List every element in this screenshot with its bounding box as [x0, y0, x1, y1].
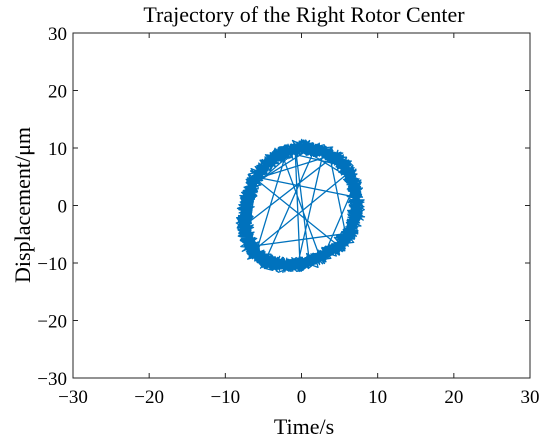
y-tick-label: −10 [37, 254, 67, 275]
x-axis-label: Time/s [274, 414, 334, 439]
x-tick-label: 10 [368, 387, 387, 408]
x-tick-label: −10 [210, 387, 240, 408]
x-tick-label: 0 [297, 387, 307, 408]
x-tick-label: −20 [134, 387, 164, 408]
chart-title: Trajectory of the Right Rotor Center [143, 2, 465, 27]
y-tick-label: 20 [48, 82, 67, 103]
x-axis-ticks: −30 −20 −10 0 10 20 30 [58, 33, 540, 408]
x-tick-label: 30 [521, 387, 540, 408]
x-tick-label: 20 [444, 387, 463, 408]
x-tick-label: −30 [58, 387, 88, 408]
y-tick-label: 10 [48, 139, 67, 160]
y-tick-label: −20 [37, 312, 67, 333]
data-layer [235, 138, 366, 274]
y-tick-label: 0 [58, 197, 68, 218]
trajectory-line [235, 138, 366, 274]
y-tick-label: −30 [37, 369, 67, 390]
y-axis-label: Displacement/μm [10, 127, 35, 283]
y-axis-ticks: −30 −20 −10 0 10 20 30 [37, 24, 530, 390]
y-tick-label: 30 [48, 24, 67, 45]
